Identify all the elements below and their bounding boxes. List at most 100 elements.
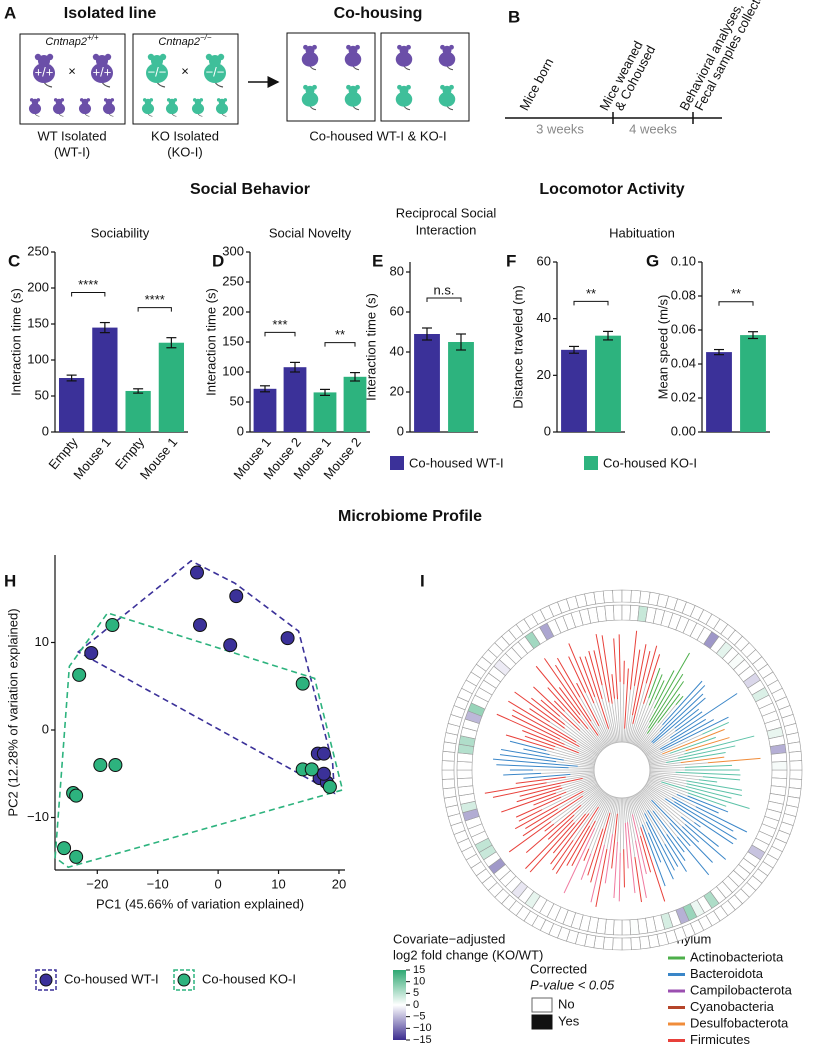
error-bar: [260, 385, 270, 393]
subheader: Habituation: [609, 225, 675, 240]
tree-leaf: [524, 735, 556, 748]
tree-branch: [637, 733, 648, 748]
bar: [253, 388, 277, 432]
tree-branch: [579, 714, 606, 748]
bar: [448, 342, 474, 432]
tree-branch: [549, 754, 595, 765]
tree-branch: [649, 771, 703, 778]
tree-branch: [637, 792, 668, 835]
bar: [313, 392, 337, 432]
pvalue-cell: [639, 935, 651, 950]
tree-leaf: [652, 697, 706, 744]
y-tick-label: 60: [390, 303, 404, 318]
tree-leaf: [522, 795, 584, 837]
tree-branch: [579, 730, 602, 752]
chart-title: Sociability: [91, 225, 150, 240]
tree-branch: [564, 727, 600, 754]
y-axis-label: Mean speed (m/s): [655, 295, 670, 400]
y-tick-label: 0.10: [671, 253, 696, 268]
pvalue-cell: [789, 760, 803, 771]
tree-branch: [585, 791, 605, 815]
tree-leaf: [659, 685, 706, 732]
tree-branch: [649, 776, 687, 787]
tree-leaf: [518, 809, 543, 822]
tree-leaf: [641, 824, 666, 887]
tree-branch: [585, 692, 611, 745]
tree-leaf: [552, 813, 587, 854]
tree-leaf: [669, 693, 738, 739]
tree-leaf: [503, 772, 542, 776]
y-tick-label: 100: [27, 351, 49, 366]
point: [304, 762, 319, 777]
error-bar: [714, 348, 724, 356]
panel-letter: G: [646, 251, 659, 270]
y-tick-label: 0: [42, 423, 49, 438]
point: [57, 841, 72, 856]
tree-leaf: [680, 756, 725, 764]
tree-leaf: [512, 709, 580, 747]
panel-letter: H: [4, 571, 16, 590]
tree-branch: [622, 797, 625, 850]
tree-branch: [625, 685, 635, 743]
tree-branch: [635, 794, 666, 845]
tree-branch: [638, 792, 654, 812]
tree-leaf: [657, 693, 681, 724]
tree-branch: [617, 797, 621, 842]
tree-leaf: [593, 650, 603, 686]
interval: 4 weeks: [629, 121, 677, 136]
tree-branch: [622, 684, 625, 743]
bar: [125, 390, 151, 432]
tree-leaf: [702, 722, 729, 735]
tree-branch: [647, 779, 688, 797]
significance-bracket: [573, 300, 609, 306]
error-bar: [66, 374, 77, 382]
tree-leaf: [496, 713, 565, 745]
tree-branch: [568, 767, 595, 770]
tree-branch: [604, 797, 616, 845]
y-tick-label: 250: [27, 243, 49, 258]
colorbar-tick-label: −5: [413, 1011, 426, 1023]
tree-branch: [593, 703, 612, 745]
tree-leaf: [544, 658, 599, 736]
pvalue-cell: [441, 769, 455, 780]
tree-leaf: [686, 780, 743, 791]
tree-branch: [626, 715, 633, 743]
tree-leaf: [529, 822, 575, 873]
tree-leaf: [613, 638, 619, 700]
y-tick-label: 0: [544, 423, 551, 438]
tree-leaf: [676, 793, 719, 814]
tree-branch: [644, 730, 676, 754]
y-tick-label: 0.04: [671, 355, 696, 370]
tree-branch: [619, 797, 622, 853]
fold-change-cell: [456, 761, 473, 771]
error-bar: [456, 333, 466, 351]
legend-label: Co-housed KO-I: [202, 971, 296, 986]
tree-branch: [594, 696, 613, 744]
tree-leaf: [662, 680, 703, 726]
tree-leaf: [639, 835, 652, 873]
tree-branch: [563, 759, 595, 766]
colorbar-tick-label: −15: [413, 1034, 432, 1046]
tree-branch: [646, 782, 697, 808]
tree-branch: [632, 795, 649, 834]
pvalue-cell: [630, 589, 642, 604]
tree-leaf: [571, 820, 596, 867]
tree-leaf: [661, 716, 729, 751]
tree-leaf: [623, 849, 625, 888]
tree-leaf: [648, 673, 684, 729]
tree-leaf: [674, 708, 700, 729]
tree-branch: [634, 794, 646, 814]
chart-title: Interaction: [416, 222, 477, 237]
tree-leaf: [643, 654, 661, 704]
tree-leaf: [675, 695, 684, 706]
tree-branch: [630, 703, 644, 744]
tree-branch: [641, 789, 652, 801]
pvalue-cell: [602, 589, 614, 604]
tree-branch: [643, 727, 676, 753]
y-tick-label: 200: [222, 303, 244, 318]
legend-label: Co-housed WT-I: [409, 455, 504, 470]
tree-leaf: [685, 785, 732, 799]
tree-leaf: [648, 667, 661, 699]
tree-branch: [645, 737, 671, 755]
y-tick-label: 0.06: [671, 321, 696, 336]
